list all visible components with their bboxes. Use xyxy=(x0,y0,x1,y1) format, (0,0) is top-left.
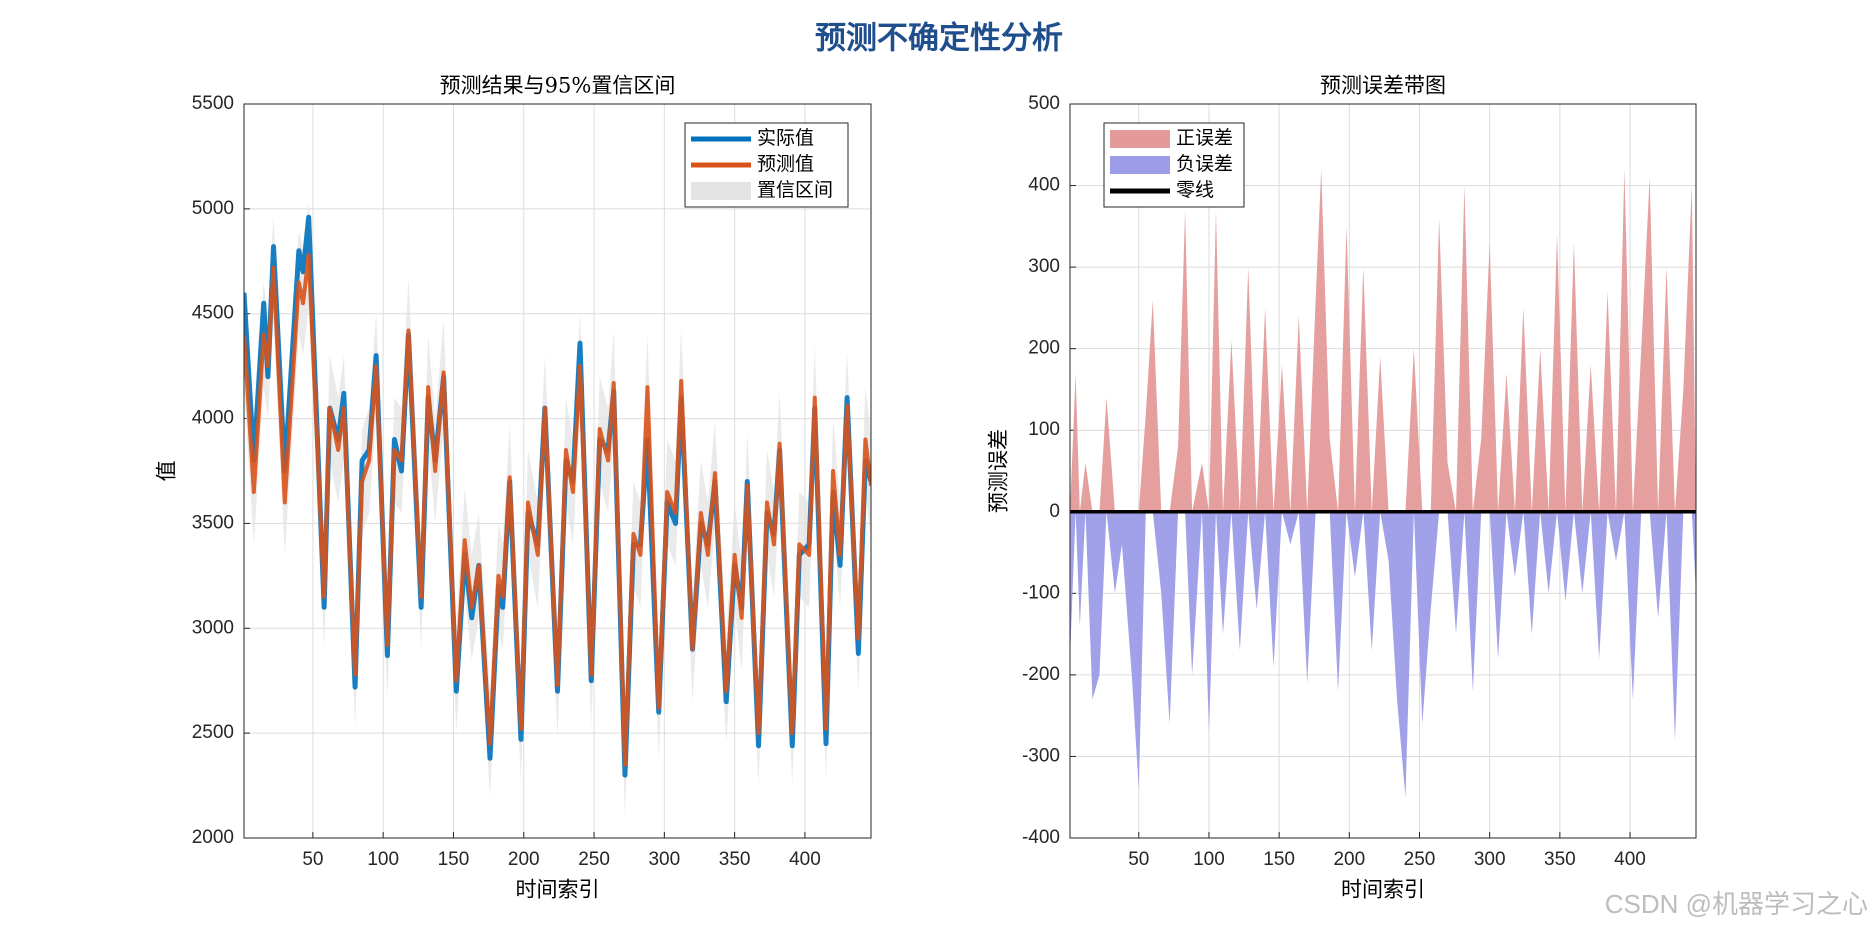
y-tick-label: 100 xyxy=(1028,419,1060,440)
x-tick-label: 250 xyxy=(1404,849,1436,870)
x-axis-label: 时间索引 xyxy=(516,878,600,902)
y-tick-label: 3000 xyxy=(192,617,234,638)
x-tick-label: 350 xyxy=(719,849,751,870)
y-tick-label: -100 xyxy=(1022,582,1060,603)
x-tick-label: 300 xyxy=(648,849,680,870)
axes-title: 预测误差带图 xyxy=(1320,74,1446,98)
legend-swatch xyxy=(1110,156,1170,174)
x-tick-label: 250 xyxy=(578,849,610,870)
x-tick-label: 100 xyxy=(367,849,399,870)
axes-frame xyxy=(1069,103,1697,839)
legend-label: 实际值 xyxy=(757,127,814,149)
x-tick-label: 150 xyxy=(1263,849,1295,870)
y-tick-label: 4500 xyxy=(192,303,234,324)
figure-title: 预测不确定性分析 xyxy=(815,21,1063,57)
x-tick-label: 300 xyxy=(1474,849,1506,870)
y-axis-label: 预测误差 xyxy=(987,429,1011,513)
y-tick-label: 300 xyxy=(1028,256,1060,277)
y-tick-label: 0 xyxy=(1049,501,1060,522)
axes-title: 预测结果与95%置信区间 xyxy=(440,74,676,98)
y-tick-label: -300 xyxy=(1022,745,1060,766)
subplot: -400 -300 -200 -100 0 100 200 300 400 500 50 100 150… xyxy=(987,74,1697,902)
legend-label: 正误差 xyxy=(1176,127,1233,149)
legend-swatch xyxy=(691,182,751,200)
series-line xyxy=(244,252,871,767)
x-tick-label: 150 xyxy=(438,849,470,870)
x-tick-label: 350 xyxy=(1544,849,1576,870)
x-axis-label: 时间索引 xyxy=(1341,878,1425,902)
legend-label: 负误差 xyxy=(1176,153,1233,175)
y-tick-label: -400 xyxy=(1022,827,1060,848)
x-tick-label: 100 xyxy=(1193,849,1225,870)
plot-content xyxy=(1070,169,1696,798)
x-tick-label: 400 xyxy=(1614,849,1646,870)
x-tick-label: 400 xyxy=(789,849,821,870)
error-area xyxy=(1070,169,1696,512)
x-tick-label: 50 xyxy=(302,849,323,870)
legend-label: 置信区间 xyxy=(757,179,833,201)
y-tick-label: 5500 xyxy=(192,93,234,114)
legend-label: 预测值 xyxy=(757,153,814,175)
error-area xyxy=(1070,511,1696,798)
y-tick-label: 4000 xyxy=(192,408,234,429)
y-tick-label: 500 xyxy=(1028,93,1060,114)
plot-content xyxy=(244,202,871,818)
subplot: 2000 2500 3000 3500 4000 4500 5000 5500 50 100 150… xyxy=(155,74,872,902)
legend-swatch xyxy=(1110,130,1170,148)
x-tick-label: 200 xyxy=(508,849,540,870)
y-axis-label: 值 xyxy=(155,461,179,482)
y-tick-label: 2000 xyxy=(192,827,234,848)
axes-frame xyxy=(243,103,872,839)
x-tick-label: 200 xyxy=(1333,849,1365,870)
y-tick-label: 200 xyxy=(1028,338,1060,359)
legend-label: 零线 xyxy=(1176,179,1214,201)
y-tick-label: 5000 xyxy=(192,198,234,219)
y-tick-label: 2500 xyxy=(192,722,234,743)
y-tick-label: 400 xyxy=(1028,175,1060,196)
x-tick-label: 50 xyxy=(1128,849,1149,870)
watermark: CSDN @机器学习之心 xyxy=(1605,889,1868,919)
y-tick-label: 3500 xyxy=(192,512,234,533)
y-tick-label: -200 xyxy=(1022,664,1060,685)
